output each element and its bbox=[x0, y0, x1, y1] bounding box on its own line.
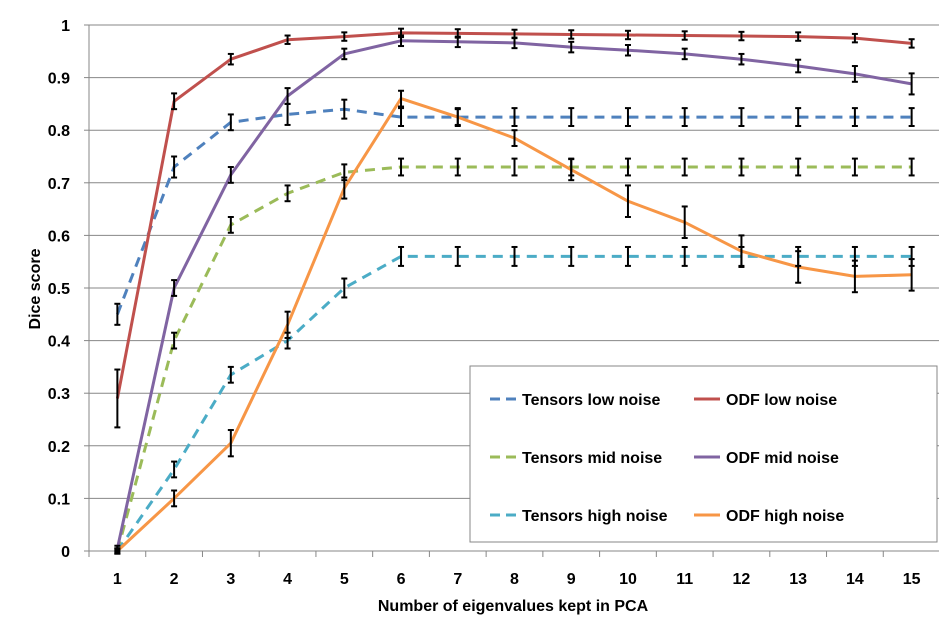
axes bbox=[84, 24, 939, 557]
x-tick-label: 7 bbox=[453, 571, 462, 588]
legend-box bbox=[469, 365, 938, 543]
error-bars bbox=[114, 27, 915, 555]
legend-label: Tensors high noise bbox=[522, 508, 668, 525]
x-tick-label: 3 bbox=[226, 571, 235, 588]
tick-labels: 00.10.20.30.40.50.60.70.80.911 2 3 4 5 6 7 8 9 10… bbox=[48, 18, 921, 588]
x-tick-label: 9 bbox=[567, 571, 576, 588]
y-tick-label: 0.1 bbox=[48, 491, 70, 508]
x-tick-label: 8 bbox=[510, 571, 519, 588]
x-tick-label: 15 bbox=[903, 571, 921, 588]
y-tick-label: 0 bbox=[61, 544, 70, 561]
y-axis-title: Dice score bbox=[27, 248, 44, 329]
y-tick-label: 1 bbox=[61, 18, 70, 35]
y-tick-label: 0.4 bbox=[48, 334, 70, 351]
x-tick-label: 11 bbox=[676, 571, 693, 588]
y-tick-label: 0.5 bbox=[48, 281, 70, 298]
legend-label: ODF mid noise bbox=[726, 450, 839, 467]
x-tick-label: 14 bbox=[846, 571, 864, 588]
legend-label: ODF high noise bbox=[726, 508, 844, 525]
series-line bbox=[115, 165, 912, 552]
y-tick-label: 0.6 bbox=[48, 228, 70, 245]
series-line bbox=[115, 31, 912, 399]
x-tick-label: 6 bbox=[397, 571, 406, 588]
y-tick-label: 0.7 bbox=[48, 176, 70, 193]
x-axis-title: Number of eigenvalues kept in PCA bbox=[378, 598, 649, 615]
legend: Tensors low noise ODF low noise Tensors mi… bbox=[469, 365, 938, 543]
y-tick-label: 0.2 bbox=[48, 439, 70, 456]
legend-label: Tensors low noise bbox=[522, 392, 661, 409]
x-tick-label: 13 bbox=[789, 571, 807, 588]
x-tick-label: 12 bbox=[733, 571, 751, 588]
x-tick-label: 1 bbox=[113, 571, 122, 588]
legend-label: Tensors mid noise bbox=[522, 450, 662, 467]
y-tick-label: 0.9 bbox=[48, 71, 70, 88]
x-tick-label: 2 bbox=[170, 571, 179, 588]
y-tick-label: 0.3 bbox=[48, 386, 70, 403]
x-tick-label: 5 bbox=[340, 571, 349, 588]
legend-label: ODF low noise bbox=[726, 392, 837, 409]
x-tick-label: 4 bbox=[283, 571, 292, 588]
x-tick-label: 10 bbox=[619, 571, 637, 588]
y-tick-label: 0.8 bbox=[48, 123, 70, 140]
